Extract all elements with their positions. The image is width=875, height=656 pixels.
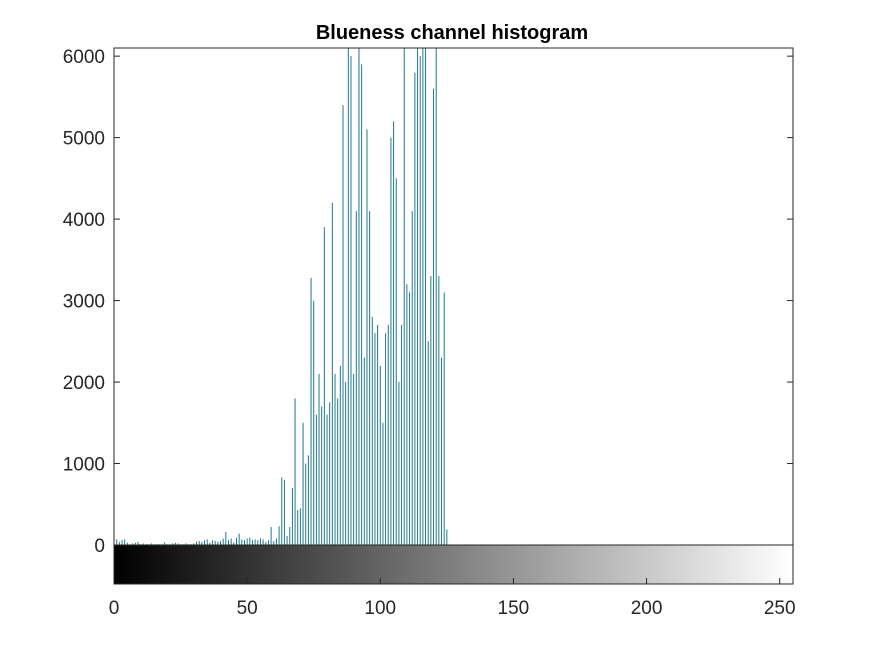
chart-title: Blueness channel histogram xyxy=(316,22,588,44)
y-tick-label: 1000 xyxy=(63,455,105,476)
x-tick-label: 150 xyxy=(498,598,530,619)
plot-area-frame xyxy=(113,47,794,546)
intensity-colorbar xyxy=(113,544,794,585)
x-tick-label: 0 xyxy=(109,598,120,619)
x-tick-label: 250 xyxy=(764,598,796,619)
y-tick-label: 2000 xyxy=(63,373,105,394)
histogram-bars xyxy=(114,48,448,545)
y-tick-label: 6000 xyxy=(63,47,105,68)
y-axis-ticks: 0 1000 2000 3000 4000 5000 6000 xyxy=(63,47,793,557)
x-tick-label: 200 xyxy=(631,598,663,619)
x-tick-label: 100 xyxy=(364,598,396,619)
x-axis-ticks: 0 50 100 150 200 250 xyxy=(109,578,796,619)
y-tick-label: 3000 xyxy=(63,292,105,313)
x-tick-label: 50 xyxy=(237,598,258,619)
y-tick-label: 0 xyxy=(94,536,105,557)
y-tick-label: 5000 xyxy=(63,129,105,150)
y-tick-label: 4000 xyxy=(63,210,105,231)
